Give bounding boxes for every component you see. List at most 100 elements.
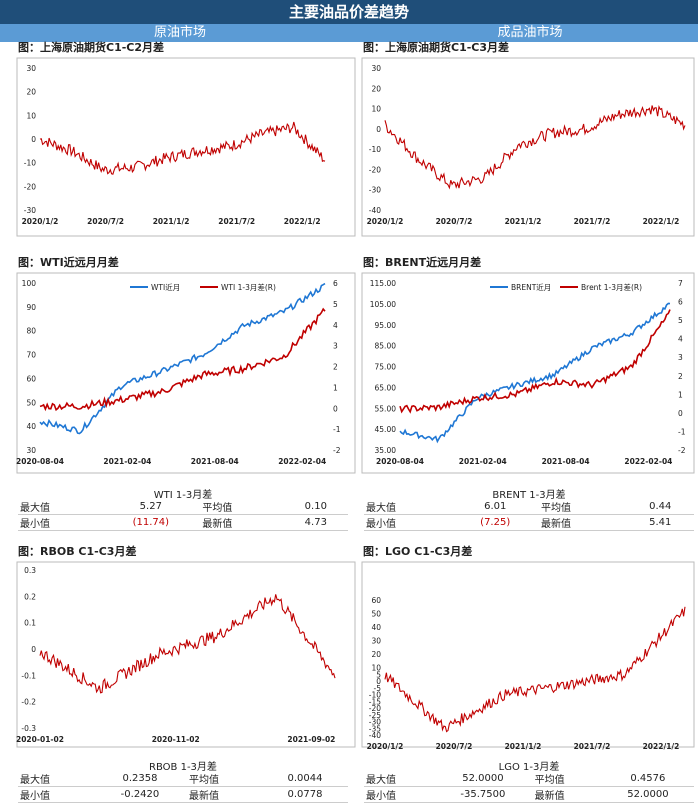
y-tick-label: 30 [26, 446, 36, 455]
y-tick-label: 85.00 [375, 342, 397, 351]
x-tick-label: 2020-08-04 [376, 457, 424, 466]
series-line [39, 121, 326, 175]
series-line-primary [39, 282, 326, 435]
x-tick-label: 2022/1/2 [284, 217, 321, 226]
label-max: 最大值 [18, 499, 102, 515]
chart-title: 图：WTI近远月月差 [18, 255, 119, 269]
x-tick-label: 2020/7/2 [436, 742, 473, 751]
y2-tick-label: 0 [333, 404, 338, 413]
series-line-secondary [399, 309, 671, 414]
legend-label-secondary: WTI 1-3月差(R) [221, 282, 276, 292]
y2-tick-label: 3 [333, 342, 338, 351]
value-max: 52.0000 [433, 771, 533, 787]
y2-tick-label: -1 [333, 425, 341, 434]
y-tick-label: 75.00 [375, 363, 397, 372]
y-tick-label: -15 [369, 697, 381, 706]
legend-label-primary: BRENT近月 [511, 282, 551, 292]
chart-frame [16, 272, 356, 474]
y2-tick-label: 3 [678, 353, 683, 362]
series-line [39, 594, 336, 694]
y-tick-label: 10 [371, 105, 381, 114]
label-avg: 平均值 [539, 499, 627, 515]
value-max: 0.2358 [92, 771, 187, 787]
label-avg: 平均值 [186, 771, 262, 787]
y-tick-label: 100 [22, 279, 37, 288]
y-tick-label: -0.1 [21, 671, 36, 680]
y2-tick-label: 2 [678, 372, 683, 381]
y-tick-label: 40 [26, 422, 36, 431]
x-tick-label: 2021-08-04 [542, 457, 590, 466]
value-avg: 0.10 [283, 499, 348, 515]
y-tick-label: 30 [26, 64, 36, 73]
x-tick-label: 2020/7/2 [436, 217, 473, 226]
y-tick-label: -40 [369, 731, 381, 740]
x-tick-label: 2020-08-04 [16, 457, 64, 466]
y2-tick-label: 0 [678, 409, 683, 418]
y-tick-label: 45.00 [375, 425, 397, 434]
stats-rbob: RBOB 1-3月差 最大值 0.2358 平均值 0.0044 最小值 -0.2420… [18, 758, 348, 803]
x-tick-label: 2021/1/2 [505, 217, 542, 226]
label-latest: 最新值 [200, 514, 284, 531]
value-min: -35.7500 [433, 786, 533, 803]
x-tick-label: 2021/7/2 [574, 217, 611, 226]
label-max: 最大值 [364, 499, 452, 515]
y-tick-label: 40 [371, 623, 381, 632]
y2-tick-label: -1 [678, 427, 686, 436]
chart-title: 图：上海原油期货C1-C2月差 [18, 40, 164, 54]
value-max: 6.01 [451, 499, 540, 515]
y2-tick-label: 1 [678, 390, 683, 399]
stats-rbob-title: RBOB 1-3月差 [149, 762, 217, 773]
y-tick-label: -30 [24, 206, 36, 215]
x-tick-label: 2021/1/2 [153, 217, 190, 226]
section-left: 原油市场 [153, 25, 206, 40]
y-tick-label: 0 [31, 135, 36, 144]
value-min: (7.25) [451, 514, 540, 531]
label-latest: 最新值 [186, 786, 262, 803]
section-header: 原油市场 成品油市场 [0, 24, 698, 42]
x-tick-label: 2021-02-04 [103, 457, 151, 466]
value-max: 5.27 [101, 499, 201, 515]
chart-title: 图：上海原油期货C1-C3月差 [363, 40, 509, 54]
y-tick-label: 0.2 [24, 592, 36, 601]
chart-frame [361, 272, 695, 474]
label-avg: 平均值 [200, 499, 284, 515]
label-max: 最大值 [364, 771, 434, 787]
stats-wti: WTI 1-3月差 最大值 5.27 平均值 0.10 最小值 (11.74) 最新值 4.… [18, 486, 348, 531]
x-tick-label: 2022/1/2 [643, 742, 680, 751]
y-tick-label: 5 [376, 670, 381, 679]
x-tick-label: 2021/7/2 [574, 742, 611, 751]
y-tick-label: -0.3 [21, 724, 36, 733]
chart-title: 图：LGO C1-C3月差 [363, 544, 472, 558]
y-tick-label: -20 [369, 165, 381, 174]
y-tick-label: 30 [371, 637, 381, 646]
y-tick-label: 90 [26, 303, 36, 312]
y-tick-label: 65.00 [375, 383, 397, 392]
y2-tick-label: 2 [333, 363, 338, 372]
x-tick-label: 2020/7/2 [87, 217, 124, 226]
y-tick-label: 0 [376, 125, 381, 134]
y-tick-label: 0.3 [24, 566, 36, 575]
y2-tick-label: -2 [333, 446, 341, 455]
y2-tick-label: 5 [333, 300, 338, 309]
x-tick-label: 2020-01-02 [16, 735, 64, 744]
x-tick-label: 2020/1/2 [22, 217, 59, 226]
y-tick-label: 35.00 [375, 446, 397, 455]
chart-frame [16, 57, 356, 237]
chart-frame [16, 561, 356, 748]
y2-tick-label: 1 [333, 383, 338, 392]
label-min: 最小值 [18, 514, 102, 531]
value-latest: 52.0000 [601, 786, 694, 803]
y-tick-label: 20 [26, 88, 36, 97]
label-max: 最大值 [18, 771, 93, 787]
y-tick-label: 10 [26, 111, 36, 120]
label-avg: 平均值 [532, 771, 602, 787]
series-line [384, 606, 686, 733]
y2-tick-label: 4 [678, 335, 683, 344]
x-tick-label: 2020/1/2 [367, 217, 404, 226]
label-min: 最小值 [18, 786, 93, 803]
x-tick-label: 2021/1/2 [505, 742, 542, 751]
y-tick-label: -30 [369, 186, 381, 195]
y-tick-label: -20 [24, 182, 36, 191]
x-tick-label: 2021-02-04 [459, 457, 507, 466]
